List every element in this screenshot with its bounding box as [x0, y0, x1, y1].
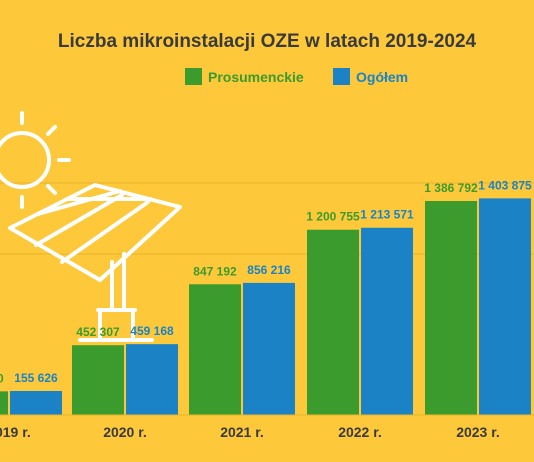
bar-ogolem-0	[10, 390, 62, 415]
sun-icon	[0, 111, 71, 209]
bar-ogolem-4	[479, 198, 531, 415]
bar-prosumenckie-0	[0, 391, 8, 415]
bar-ogolem-1	[126, 344, 178, 415]
legend-swatch-ogolem	[333, 68, 350, 85]
solar-panel-icon	[8, 183, 182, 342]
bars	[0, 198, 531, 415]
bar-prosumenckie-3	[307, 229, 359, 415]
x-tick-label-0: 2019 r.	[0, 424, 31, 440]
x-tick-label-1: 2020 r.	[103, 424, 147, 440]
bar-ogolem-3	[361, 227, 413, 415]
legend: Prosumenckie Ogółem	[185, 68, 408, 85]
bar-prosumenckie-4	[425, 201, 477, 415]
x-tick-label-4: 2023 r.	[456, 424, 500, 440]
x-tick-label-2: 2021 r.	[220, 424, 264, 440]
x-tick-label-3: 2022 r.	[338, 424, 382, 440]
value-labels: 153 000 155 626 452 307 459 168 847 192 856 2…	[0, 178, 532, 385]
value-label-ogolem-3: 1 213 571	[360, 208, 414, 222]
value-label-prosumenckie-3: 1 200 755	[306, 210, 360, 224]
value-label-ogolem-2: 856 216	[247, 263, 291, 277]
value-label-prosumenckie-4: 1 386 792	[424, 181, 478, 195]
legend-label-ogolem: Ogółem	[356, 69, 408, 85]
bar-prosumenckie-2	[189, 284, 241, 415]
value-label-prosumenckie-0: 153 000	[0, 371, 4, 385]
x-axis-labels: 2019 r. 2020 r. 2021 r. 2022 r. 2023 r.	[0, 424, 500, 440]
bar-ogolem-2	[243, 282, 295, 415]
value-label-ogolem-1: 459 168	[130, 324, 174, 338]
value-label-ogolem-4: 1 403 875	[478, 178, 532, 192]
legend-swatch-prosumenckie	[185, 68, 202, 85]
value-label-prosumenckie-1: 452 307	[76, 325, 120, 339]
value-label-ogolem-0: 155 626	[14, 371, 58, 385]
chart-title: Liczba mikroinstalacji OZE w latach 2019…	[58, 31, 477, 52]
bar-prosumenckie-1	[72, 345, 124, 415]
value-label-prosumenckie-2: 847 192	[193, 264, 237, 278]
legend-label-prosumenckie: Prosumenckie	[208, 69, 304, 85]
